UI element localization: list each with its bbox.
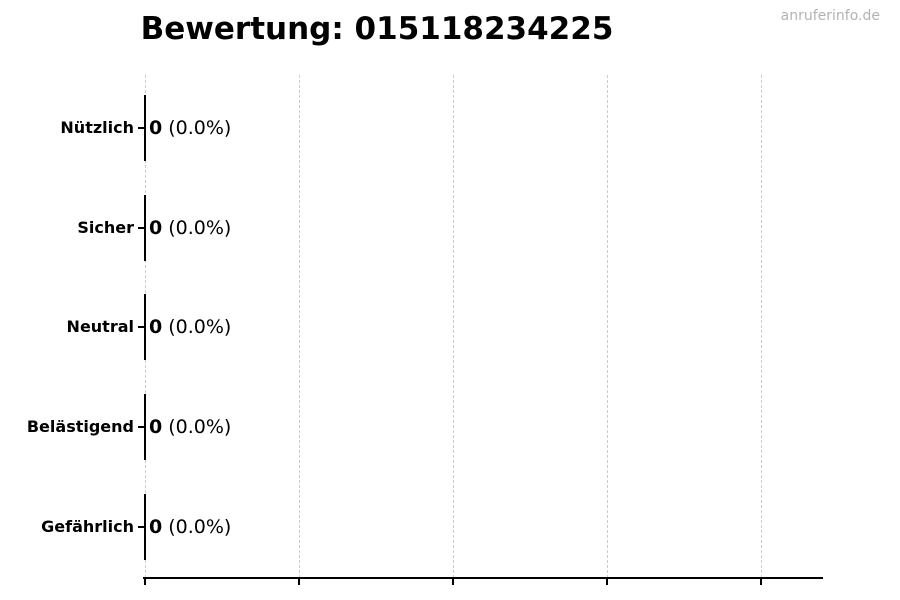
x-axis-tick bbox=[606, 579, 608, 585]
value-label: 0 (0.0%) bbox=[149, 314, 231, 340]
bar-gefaehrlich bbox=[144, 494, 146, 560]
value-percent: (0.0%) bbox=[168, 416, 232, 438]
value-count: 0 bbox=[149, 217, 163, 239]
value-label: 0 (0.0%) bbox=[149, 115, 231, 141]
bar-nuetzlich bbox=[144, 95, 146, 161]
category-label: Gefährlich bbox=[41, 517, 134, 536]
value-count: 0 bbox=[149, 117, 163, 139]
category-label: Nützlich bbox=[60, 118, 134, 137]
watermark-text: anruferinfo.de bbox=[780, 8, 880, 24]
y-axis-tick bbox=[138, 426, 145, 428]
value-count: 0 bbox=[149, 416, 163, 438]
value-percent: (0.0%) bbox=[168, 117, 232, 139]
category-label: Belästigend bbox=[26, 417, 134, 436]
value-count: 0 bbox=[149, 316, 163, 338]
value-percent: (0.0%) bbox=[168, 516, 232, 538]
gridline-vertical bbox=[299, 75, 300, 578]
chart-title: Bewertung: 015118234225 bbox=[140, 11, 614, 47]
bar-neutral bbox=[144, 294, 146, 360]
x-axis-tick bbox=[144, 579, 146, 585]
x-axis-tick bbox=[760, 579, 762, 585]
x-axis-tick bbox=[298, 579, 300, 585]
category-label: Sicher bbox=[77, 218, 134, 237]
gridline-vertical bbox=[453, 75, 454, 578]
x-axis-tick bbox=[452, 579, 454, 585]
value-count: 0 bbox=[149, 516, 163, 538]
bar-sicher bbox=[144, 195, 146, 261]
value-label: 0 (0.0%) bbox=[149, 514, 231, 540]
y-axis-tick bbox=[138, 227, 145, 229]
gridline-vertical bbox=[607, 75, 608, 578]
value-percent: (0.0%) bbox=[168, 316, 232, 338]
gridline-vertical bbox=[761, 75, 762, 578]
y-axis-tick bbox=[138, 127, 145, 129]
y-axis-tick bbox=[138, 326, 145, 328]
y-axis-tick bbox=[138, 526, 145, 528]
bar-belaestigend bbox=[144, 394, 146, 460]
x-axis-line bbox=[143, 577, 823, 579]
value-label: 0 (0.0%) bbox=[149, 414, 231, 440]
value-label: 0 (0.0%) bbox=[149, 215, 231, 241]
value-percent: (0.0%) bbox=[168, 217, 232, 239]
category-label: Neutral bbox=[66, 317, 134, 336]
